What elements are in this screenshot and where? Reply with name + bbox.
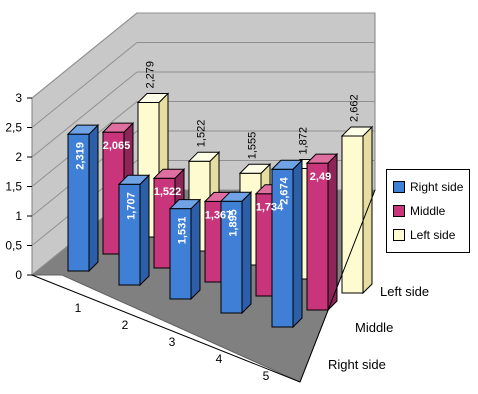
bar-top-face [270, 159, 304, 170]
bar-top-face [66, 124, 100, 135]
bar-top-face [117, 174, 151, 185]
bar-top-face [168, 199, 202, 210]
data-label: 2,49 [310, 171, 331, 183]
legend-label: Middle [410, 204, 446, 218]
x-tick-label: 3 [169, 335, 176, 349]
y-tick-label: 0,5 [5, 239, 22, 253]
bar-front-face [306, 162, 329, 311]
bar-side-face [292, 159, 303, 329]
y-tick-label: 0 [15, 268, 22, 282]
legend-item: Middle [387, 199, 469, 223]
bar-side-face [88, 123, 99, 273]
bar-top-face [101, 122, 135, 133]
data-label: 2,319 [75, 142, 87, 170]
data-label: 1,872 [298, 127, 310, 155]
x-tick-label: 1 [75, 301, 82, 315]
data-label: 1,531 [177, 217, 189, 245]
legend: Right side Middle Left side [386, 169, 470, 253]
bar-top-face [340, 126, 374, 137]
data-label: 1,734 [256, 202, 284, 214]
legend-swatch-middle [393, 205, 405, 217]
gridline [31, 71, 138, 158]
bar-side-face [139, 174, 150, 287]
data-label: 2,662 [349, 94, 361, 122]
data-label: 2,279 [145, 61, 157, 89]
data-label: 1,895 [228, 209, 240, 237]
bar-side-face [190, 198, 201, 301]
gridline [31, 12, 138, 99]
data-label: 1,522 [154, 186, 182, 198]
y-tick-label: 1 [15, 209, 22, 223]
legend-item: Left side [387, 223, 469, 247]
bar-top-face [136, 93, 170, 104]
bar-side-face [241, 190, 252, 315]
bar-top-face [152, 168, 186, 179]
x-tick-label: 2 [122, 318, 129, 332]
data-label: 1,367 [205, 209, 233, 221]
data-label: 1,522 [196, 120, 208, 148]
x-tick-label: 5 [263, 369, 270, 383]
depth-axis-line [299, 189, 376, 383]
bar-top-face [238, 163, 272, 174]
y-tick-label: 3 [15, 91, 22, 105]
y-tick-label: 2,5 [5, 121, 22, 135]
legend-label: Left side [410, 228, 456, 242]
data-label: 2,065 [103, 140, 131, 152]
bar-top-face [187, 151, 221, 162]
bar-top-face [219, 191, 253, 202]
depth-tick-label: Left side [380, 284, 429, 299]
legend-swatch-right-side [393, 181, 405, 193]
legend-swatch-left-side [393, 229, 405, 241]
data-label: 2,674 [279, 176, 291, 204]
y-tick-label: 1,5 [5, 180, 22, 194]
bar-front-face [341, 135, 364, 294]
bar-top-face [305, 153, 339, 164]
legend-item: Right side [387, 175, 469, 199]
depth-tick-label: Middle [355, 320, 393, 335]
depth-tick-label: Right side [328, 357, 386, 372]
y-tick-label: 2 [15, 150, 22, 164]
legend-label: Right side [410, 180, 464, 194]
data-label: 1,707 [126, 192, 138, 220]
data-label: 1,555 [247, 132, 259, 160]
x-axis-line [31, 274, 301, 383]
gridline [31, 42, 138, 128]
x-tick-label: 4 [216, 352, 223, 366]
